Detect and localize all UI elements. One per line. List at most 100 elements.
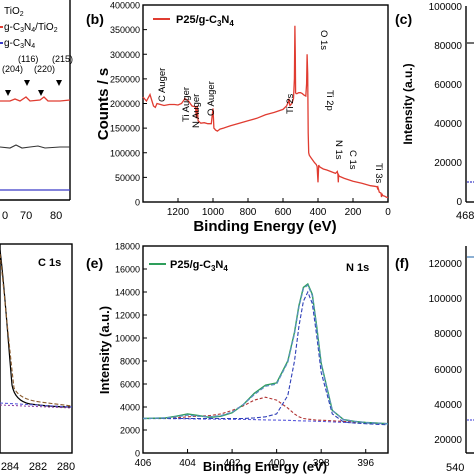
panel-b-yticks: 0 50000 100000 150000 200000 250000 300000 3500… bbox=[110, 1, 147, 208]
xtick-label: 400 bbox=[310, 207, 327, 218]
xtick-label: 406 bbox=[135, 458, 152, 469]
ytick-label: 12000 bbox=[115, 311, 140, 321]
panel-a-tio2-trace bbox=[0, 144, 70, 149]
panel-e-title: N 1s bbox=[346, 262, 369, 274]
ytick-label: 50000 bbox=[115, 173, 140, 183]
xtick-label: 1000 bbox=[202, 207, 225, 218]
panel-b-xticks: 1200 1000 800 600 400 200 0 bbox=[167, 198, 391, 218]
panel-a-xtick-3: 80 bbox=[50, 210, 62, 222]
panel-c-letter: (c) bbox=[395, 11, 412, 27]
xtick-label: 402 bbox=[224, 458, 241, 469]
ytick-label: 6000 bbox=[120, 380, 140, 390]
ytick-label: 4000 bbox=[120, 403, 140, 413]
annotation-o-auger: O Auger bbox=[206, 81, 217, 116]
ytick-label: 200000 bbox=[110, 99, 140, 109]
panel-d-xticks: 284 282 280 bbox=[1, 461, 75, 473]
xtick-label: 200 bbox=[345, 207, 362, 218]
ytick-label: 250000 bbox=[110, 74, 140, 84]
annotation-ti-2s: Ti 2s bbox=[285, 94, 296, 114]
ytick-label: 2000 bbox=[120, 426, 140, 436]
panel-a-legend: TiO2 g-C3N4/TiO2 g-C3N4 bbox=[0, 6, 58, 50]
panel-e-letter: (e) bbox=[86, 255, 103, 271]
panel-e-frame bbox=[142, 245, 389, 454]
panel-b-frame bbox=[142, 4, 389, 203]
panel-c-ylabel: Intensity (a.u.) bbox=[401, 63, 415, 144]
peak-label-204: (204) bbox=[2, 64, 23, 74]
ytick-label: 18000 bbox=[115, 242, 140, 252]
xtick-label: 1200 bbox=[167, 207, 190, 218]
panel-e: (e) 0 2000 4000 6000 8000 10000 12000 14000 1600… bbox=[86, 242, 389, 474]
panel-c-ytick: 100000 bbox=[429, 2, 463, 13]
panel-e-legend: P25/g-C3N4 bbox=[149, 259, 228, 273]
xtick-label: 404 bbox=[179, 458, 196, 469]
peak-arrow-204 bbox=[5, 90, 11, 96]
panel-f-ytick: 20000 bbox=[434, 435, 462, 446]
panel-c-yticks: 100000 80000 60000 40000 20000 0 bbox=[429, 2, 463, 208]
panel-a-peaks: (204) (116) (220) (215) bbox=[2, 54, 73, 96]
panel-b-survey-line bbox=[142, 25, 389, 199]
peak-label-116: (116) bbox=[18, 54, 38, 64]
panel-a: TiO2 g-C3N4/TiO2 g-C3N4 (204) (116) (220… bbox=[0, 0, 73, 222]
peak-label-215: (215) bbox=[52, 54, 73, 64]
panel-b-ylabel: Counts / s bbox=[95, 68, 112, 141]
ytick-label: 10000 bbox=[115, 334, 140, 344]
ytick-label: 400000 bbox=[110, 1, 140, 11]
panel-f: (f) 120000 100000 80000 60000 40000 2000… bbox=[395, 246, 474, 474]
ytick-label: 350000 bbox=[110, 25, 140, 35]
panel-c-ytick: 40000 bbox=[434, 119, 462, 130]
annotation-c-auger: C Auger bbox=[157, 68, 168, 102]
panel-c-ytick: 80000 bbox=[434, 41, 462, 52]
peak-label-220: (220) bbox=[34, 64, 55, 74]
panel-f-ytick: 100000 bbox=[429, 294, 463, 305]
panel-c: (c) 100000 80000 60000 40000 20000 0 Int… bbox=[395, 2, 474, 222]
xtick-label: 398 bbox=[313, 458, 330, 469]
panel-d-component bbox=[0, 253, 73, 407]
ytick-label: 150000 bbox=[110, 124, 140, 134]
ytick-label: 0 bbox=[135, 198, 140, 208]
panel-c-xtick: 468 bbox=[456, 210, 474, 222]
panel-b-xlabel: Binding Energy (eV) bbox=[193, 218, 336, 235]
panel-e-envelope bbox=[142, 284, 389, 425]
ytick-label: 300000 bbox=[110, 50, 140, 60]
ytick-label: 8000 bbox=[120, 357, 140, 367]
panel-f-ytick: 80000 bbox=[434, 329, 462, 340]
panel-d-xtick: 280 bbox=[57, 461, 75, 473]
panel-e-component-1 bbox=[143, 290, 389, 426]
annotation-c-1s: C 1s bbox=[347, 150, 358, 170]
panel-f-ytick: 40000 bbox=[434, 400, 462, 411]
xtick-label: 0 bbox=[385, 207, 391, 218]
panel-d: C 1s 284 282 280 bbox=[0, 243, 75, 473]
panel-e-xticks: 406 404 402 400 398 396 bbox=[135, 449, 375, 469]
panel-b-legend-label: P25/g-C3N4 bbox=[176, 14, 234, 28]
panel-f-letter: (f) bbox=[395, 255, 409, 271]
xtick-label: 600 bbox=[275, 207, 292, 218]
panel-e-yticks: 0 2000 4000 6000 8000 10000 12000 14000 16000 180… bbox=[115, 242, 147, 459]
peak-arrow-116 bbox=[24, 80, 30, 86]
panel-d-xtick: 284 bbox=[1, 461, 19, 473]
annotation-ti-auger: Ti Auger bbox=[181, 87, 192, 122]
annotation-ti-2p: Ti 2p bbox=[324, 90, 335, 111]
legend-gcn: g-C3N4 bbox=[4, 38, 35, 50]
panel-e-xlabel: Binding Energy (eV) bbox=[203, 459, 327, 474]
panel-b: (b) 0 50000 100000 150000 200000 250000 300000… bbox=[86, 1, 391, 236]
panel-d-xtick: 282 bbox=[29, 461, 47, 473]
panel-d-baseline bbox=[0, 402, 73, 408]
panel-b-letter: (b) bbox=[86, 11, 104, 27]
xtick-label: 800 bbox=[240, 207, 257, 218]
legend-tio2: TiO2 bbox=[4, 6, 24, 18]
ytick-label: 100000 bbox=[110, 148, 140, 158]
panel-a-composite-trace bbox=[0, 96, 71, 102]
panel-c-ytick: 20000 bbox=[434, 158, 462, 169]
panel-e-ylabel: Intensity (a.u.) bbox=[97, 306, 112, 394]
annotation-n-1s: N 1s bbox=[333, 140, 344, 160]
panel-f-yticks: 120000 100000 80000 60000 40000 20000 bbox=[429, 259, 463, 446]
annotation-o-1s: O 1s bbox=[318, 30, 329, 50]
panel-b-annotations: C Auger Ti Auger N Auger O Auger Ti 2s O… bbox=[157, 30, 384, 183]
panel-c-ytick: 60000 bbox=[434, 80, 462, 91]
peak-arrow-215 bbox=[56, 80, 62, 86]
panel-d-envelope bbox=[0, 249, 73, 408]
peak-arrow-220 bbox=[38, 90, 44, 96]
ytick-label: 16000 bbox=[115, 265, 140, 275]
panel-c-ytick: 0 bbox=[456, 197, 462, 208]
